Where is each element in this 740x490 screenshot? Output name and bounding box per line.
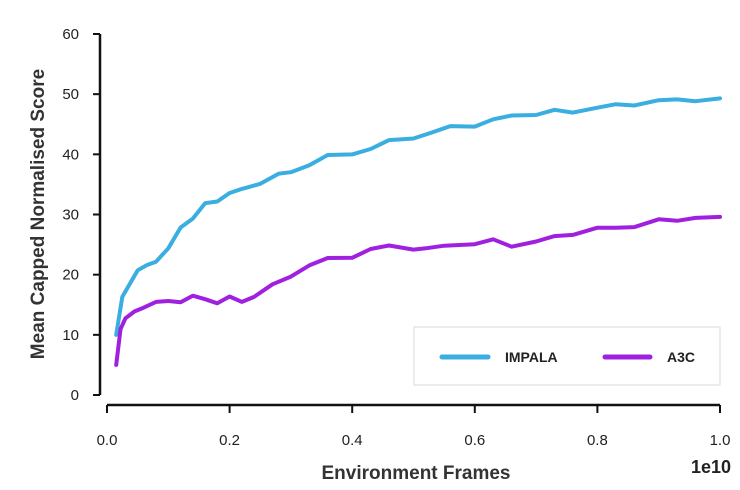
legend-label-a3c: A3C <box>667 349 695 365</box>
y-axis-ticks: 0 10 20 30 40 50 60 <box>62 26 100 404</box>
series-line-a3c <box>114 214 722 367</box>
series-line-impala <box>114 96 722 337</box>
x-axis-ticks: 0.0 0.2 0.4 0.6 0.8 1.0 <box>97 405 731 449</box>
y-tick-label: 10 <box>62 327 79 344</box>
legend-label-impala: IMPALA <box>505 349 558 365</box>
x-tick-label: 0.8 <box>587 432 608 449</box>
y-tick-label: 0 <box>71 387 79 404</box>
y-tick-label: 50 <box>62 86 79 103</box>
series-layer <box>114 96 722 367</box>
x-axis-multiplier: 1e10 <box>691 457 731 477</box>
y-tick-label: 20 <box>62 267 79 284</box>
y-tick-label: 60 <box>62 26 79 43</box>
y-tick-label: 40 <box>62 146 79 163</box>
x-axis-title: Environment Frames <box>322 463 511 484</box>
x-tick-label: 1.0 <box>710 432 731 449</box>
x-tick-label: 0.6 <box>464 432 485 449</box>
x-tick-label: 0.2 <box>219 432 240 449</box>
x-tick-label: 0.0 <box>97 432 118 449</box>
y-axis-title: Mean Capped Normalised Score <box>28 69 49 359</box>
legend: IMPALA A3C <box>413 326 721 386</box>
x-tick-label: 0.4 <box>342 432 363 449</box>
y-tick-label: 30 <box>62 207 79 224</box>
